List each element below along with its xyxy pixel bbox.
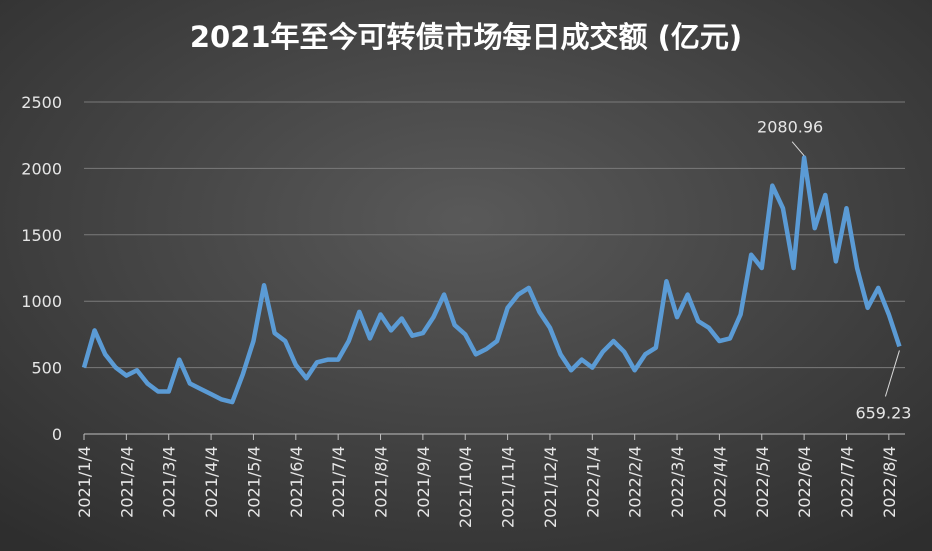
line (81, 155, 902, 405)
y-tick-label: 500 (31, 359, 62, 378)
x-tick-label: 2021/5/4 (244, 446, 263, 518)
x-tick-label: 2021/12/4 (541, 446, 560, 528)
x-tick-label: 2021/2/4 (117, 446, 136, 518)
x-tick-label: 2021/6/4 (287, 446, 306, 518)
y-tick-label: 1000 (21, 292, 62, 311)
x-tick-label: 2022/5/4 (753, 446, 772, 518)
x-tick-label: 2022/1/4 (583, 446, 602, 518)
last-label: 659.23 (855, 403, 911, 422)
y-tick-label: 1500 (21, 226, 62, 245)
y-tick-label: 0 (52, 425, 62, 444)
peak-label: 2080.96 (757, 118, 823, 137)
x-tick-label: 2021/11/4 (499, 446, 518, 528)
x-tick-label: 2022/3/4 (668, 446, 687, 518)
x-tick-label: 2021/9/4 (414, 446, 433, 518)
x-tick-label: 2022/2/4 (626, 446, 645, 518)
x-tick-label: 2021/3/4 (160, 446, 179, 518)
x-tick-label: 2022/4/4 (710, 446, 729, 518)
x-tick-label: 2021/7/4 (329, 446, 348, 518)
y-tick-label: 2500 (21, 93, 62, 112)
chart-title: 2021年至今可转债市场每日成交额 (亿元) (190, 20, 742, 54)
annotation-leader (791, 141, 805, 156)
x-tick-label: 2021/1/4 (75, 446, 94, 518)
annotation-leader (884, 350, 900, 397)
y-tick-label: 2000 (21, 159, 62, 178)
x-tick-label: 2022/7/4 (837, 446, 856, 518)
x-tick-label: 2021/8/4 (372, 446, 391, 518)
x-tick-label: 2021/4/4 (202, 446, 221, 518)
x-tick-label: 2021/10/4 (456, 446, 475, 528)
x-tick-label: 2022/6/4 (795, 446, 814, 518)
x-tick-label: 2022/8/4 (880, 446, 899, 518)
